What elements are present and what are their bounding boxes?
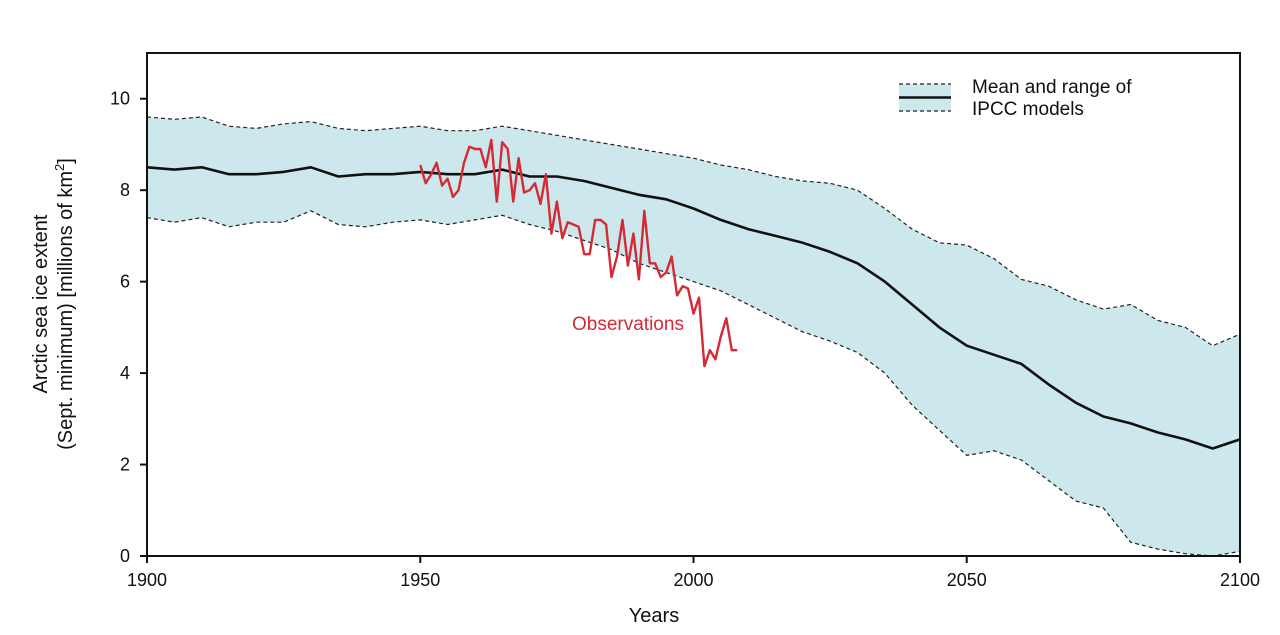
x-tick-label: 1900 (127, 570, 167, 590)
legend-label-line2: IPCC models (972, 99, 1084, 120)
y-tick-label: 2 (120, 455, 130, 475)
y-axis-title-main: (Sept. minimum) [millions of km (55, 171, 77, 450)
y-axis-ticks: 0 2 4 6 8 10 (110, 89, 147, 566)
y-tick-label: 8 (120, 180, 130, 200)
model-mean-line (146, 166, 1241, 450)
y-tick-label: 6 (120, 272, 130, 292)
y-axis-title-line1: Arctic sea ice extent (30, 214, 52, 393)
y-tick-label: 0 (120, 546, 130, 566)
legend: Mean and range of IPCC models (899, 77, 1132, 120)
x-axis-title: Years (629, 605, 679, 627)
y-tick-label: 10 (110, 89, 130, 109)
x-tick-label: 2100 (1220, 570, 1260, 590)
y-axis-title-end: ] (55, 158, 77, 164)
observations-line (419, 138, 738, 368)
observations-annotation: Observations (572, 314, 684, 335)
x-axis-ticks: 1900 1950 2000 2050 2100 (127, 556, 1260, 590)
y-axis-title-line2: (Sept. minimum) [millions of km2] (52, 158, 77, 450)
y-tick-label: 4 (120, 363, 130, 383)
y-axis-title-superscript: 2 (52, 164, 67, 171)
model-range-upper-edge (146, 116, 1241, 347)
model-range-lower-edge (146, 210, 1241, 557)
x-tick-label: 2000 (673, 570, 713, 590)
legend-label-line1: Mean and range of (972, 77, 1132, 98)
x-tick-label: 1950 (400, 570, 440, 590)
x-tick-label: 2050 (947, 570, 987, 590)
model-range-band (147, 117, 1240, 556)
